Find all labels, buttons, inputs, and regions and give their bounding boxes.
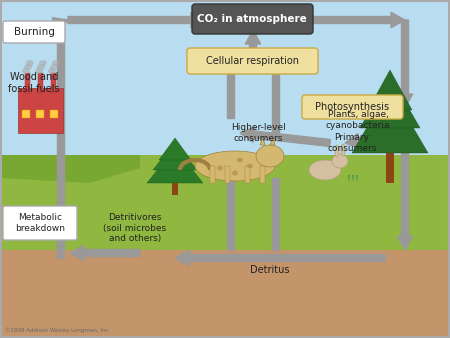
Ellipse shape <box>35 68 43 74</box>
Text: Cellular respiration: Cellular respiration <box>206 56 298 66</box>
Bar <box>386 153 394 183</box>
Bar <box>172 183 178 195</box>
Ellipse shape <box>237 158 243 163</box>
Polygon shape <box>270 138 275 145</box>
FancyArrow shape <box>397 20 413 108</box>
FancyArrow shape <box>305 12 405 28</box>
Ellipse shape <box>247 164 253 169</box>
FancyBboxPatch shape <box>192 4 313 34</box>
Polygon shape <box>159 138 191 160</box>
Bar <box>260 166 265 183</box>
Bar <box>50 110 58 118</box>
FancyArrow shape <box>271 60 279 138</box>
FancyArrow shape <box>68 12 205 28</box>
Polygon shape <box>368 70 412 110</box>
Polygon shape <box>0 155 140 183</box>
Ellipse shape <box>50 64 58 70</box>
FancyBboxPatch shape <box>302 95 403 119</box>
Text: Metabolic
breakdown: Metabolic breakdown <box>15 213 65 233</box>
FancyArrow shape <box>226 60 234 118</box>
Ellipse shape <box>195 151 275 181</box>
FancyArrow shape <box>240 127 330 146</box>
Text: Primary
consumers: Primary consumers <box>327 133 377 153</box>
FancyBboxPatch shape <box>3 21 65 43</box>
Bar <box>18 88 63 133</box>
FancyArrow shape <box>57 28 63 188</box>
Polygon shape <box>153 142 197 170</box>
Polygon shape <box>352 88 428 153</box>
Ellipse shape <box>48 68 56 74</box>
FancyArrow shape <box>70 245 140 261</box>
FancyBboxPatch shape <box>187 48 318 74</box>
Ellipse shape <box>335 145 339 157</box>
Bar <box>245 166 250 183</box>
FancyArrow shape <box>345 134 382 149</box>
Ellipse shape <box>309 160 341 180</box>
Text: Burning: Burning <box>14 27 54 37</box>
Polygon shape <box>360 76 420 128</box>
FancyArrow shape <box>245 30 261 60</box>
Bar <box>38 73 43 93</box>
Ellipse shape <box>24 64 32 70</box>
FancyArrow shape <box>397 143 413 250</box>
Polygon shape <box>352 175 354 183</box>
Polygon shape <box>348 175 350 183</box>
FancyArrow shape <box>52 18 68 32</box>
Text: Higher-level
consumers: Higher-level consumers <box>230 123 285 143</box>
Text: Detritivores
(soil microbes
and others): Detritivores (soil microbes and others) <box>104 213 166 243</box>
Polygon shape <box>356 175 358 183</box>
Polygon shape <box>260 138 265 145</box>
Ellipse shape <box>341 144 345 156</box>
Bar <box>225 166 230 183</box>
Ellipse shape <box>52 60 60 66</box>
Bar <box>36 110 44 118</box>
Text: Wood and
fossil fuels: Wood and fossil fuels <box>8 72 60 94</box>
Bar <box>0 155 450 250</box>
Ellipse shape <box>232 170 238 175</box>
Ellipse shape <box>22 68 30 74</box>
Ellipse shape <box>217 166 223 170</box>
Text: CO₂ in atmosphere: CO₂ in atmosphere <box>197 14 307 24</box>
Text: Detritus: Detritus <box>250 265 290 275</box>
Text: Photosynthesis: Photosynthesis <box>315 102 389 112</box>
Bar <box>22 110 30 118</box>
FancyArrow shape <box>57 188 63 258</box>
FancyBboxPatch shape <box>3 206 77 240</box>
Polygon shape <box>147 148 203 183</box>
FancyArrow shape <box>226 178 234 250</box>
Bar <box>0 250 450 338</box>
Bar <box>51 73 56 93</box>
FancyArrow shape <box>175 250 385 266</box>
Bar <box>210 166 215 183</box>
Ellipse shape <box>26 60 34 66</box>
Ellipse shape <box>37 64 45 70</box>
Ellipse shape <box>39 60 47 66</box>
Text: Plants, algae,
cyanobacteria: Plants, algae, cyanobacteria <box>326 110 390 130</box>
Ellipse shape <box>256 145 284 167</box>
Text: ©1999 Addison Wesley Longman, Inc: ©1999 Addison Wesley Longman, Inc <box>5 328 108 333</box>
Bar <box>25 73 30 93</box>
FancyArrow shape <box>271 178 279 250</box>
Ellipse shape <box>332 154 348 168</box>
